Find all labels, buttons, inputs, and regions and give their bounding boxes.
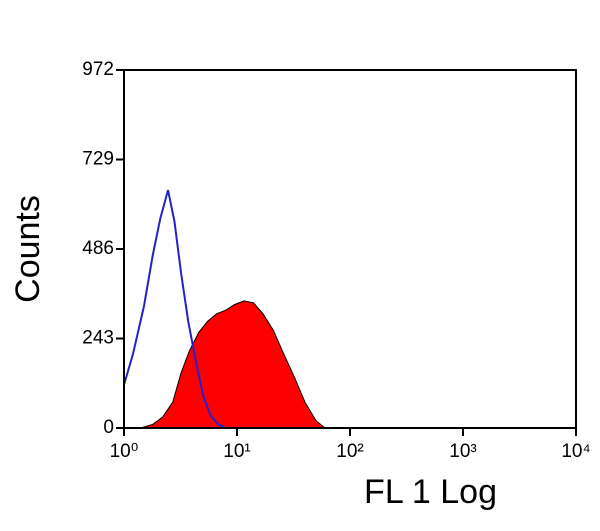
y-tick-label: 243: [82, 328, 114, 349]
y-axis-title: Counts: [9, 195, 47, 303]
x-tick-label: 10⁴: [561, 441, 590, 462]
y-tick-label: 972: [82, 59, 114, 80]
x-tick-label: 10³: [449, 441, 476, 462]
x-tick-label: 10⁰: [110, 441, 139, 462]
y-tick-label: 0: [103, 417, 114, 438]
histogram-line: [123, 189, 227, 429]
x-tick-label: 10²: [336, 441, 363, 462]
y-tick-label: 729: [82, 149, 114, 170]
x-axis-title: FL 1 Log: [364, 473, 497, 511]
x-tick-label: 10¹: [223, 441, 250, 462]
histogram-area: [140, 300, 327, 429]
y-tick-label: 486: [82, 238, 114, 259]
